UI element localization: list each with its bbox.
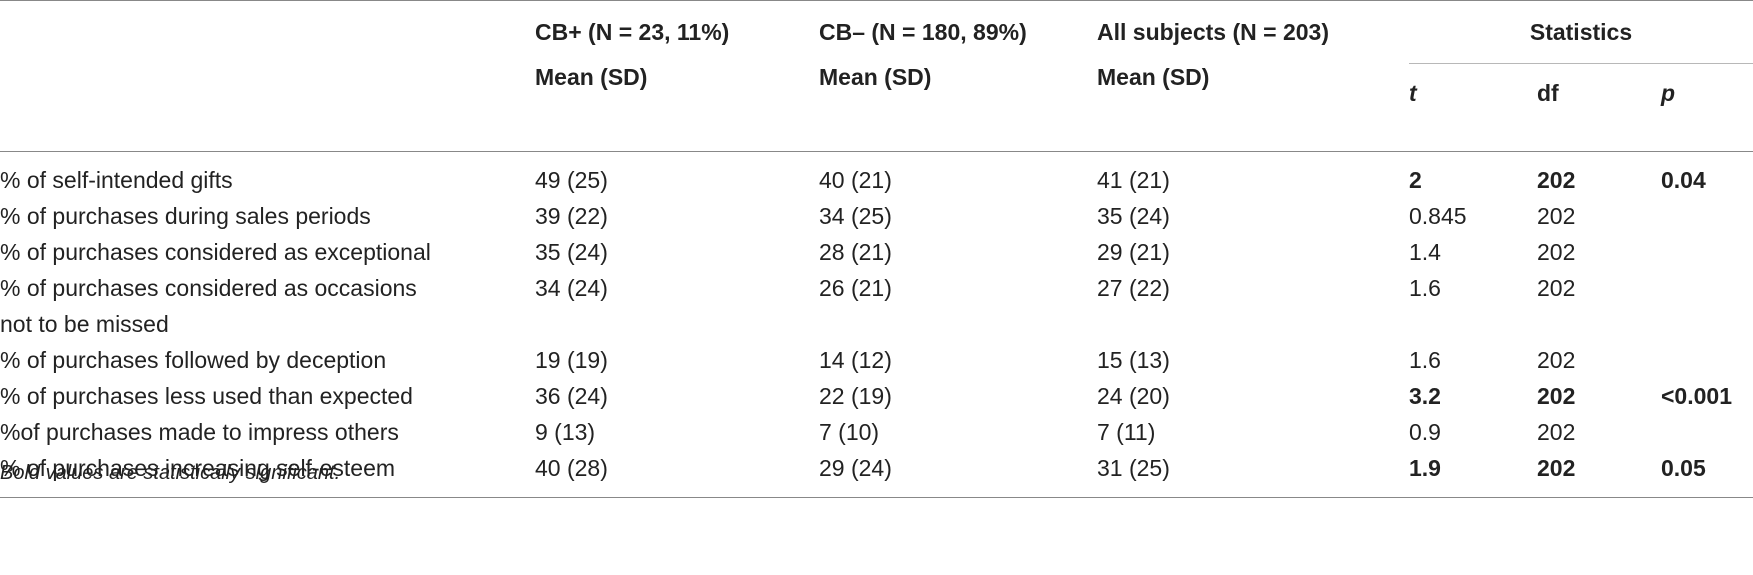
row-label: % of purchases during sales periods (0, 203, 371, 229)
table-footnote: Bold values are statistically significan… (0, 462, 341, 484)
table-row: % of purchases increasing self-esteem 40… (0, 453, 1753, 498)
table-row: % of purchases considered as occasions 3… (0, 273, 1753, 309)
cell-p: <0.001 (1661, 383, 1732, 409)
cell-df: 202 (1537, 419, 1576, 445)
cell-t: 0.845 (1409, 203, 1467, 229)
header-p: p (1661, 63, 1753, 152)
header-t: t (1409, 63, 1537, 152)
table-header: CB+ (N = 23, 11%) CB– (N = 180, 89%) All… (0, 0, 1753, 152)
cell-all: 15 (13) (1097, 347, 1170, 373)
row-label: %of purchases made to impress others (0, 419, 399, 445)
row-label-continuation: not to be missed (0, 311, 169, 337)
cell-df: 202 (1537, 203, 1576, 229)
cell-df: 202 (1537, 453, 1661, 498)
cell-p (1661, 237, 1753, 273)
cell-t: 1.4 (1409, 239, 1441, 265)
header-all-subjects: All subjects (N = 203) (1097, 19, 1329, 45)
cell-cb-plus: 49 (25) (535, 167, 608, 193)
cell-t: 1.9 (1409, 453, 1537, 498)
cell-t: 1.6 (1409, 275, 1441, 301)
cell-cb-plus: 40 (28) (535, 453, 819, 498)
table-row: % of purchases less used than expected 3… (0, 381, 1753, 417)
header-blank-2 (0, 63, 535, 152)
table-row: % of self-intended gifts 49 (25) 40 (21)… (0, 152, 1753, 202)
header-blank (0, 1, 535, 64)
table-row: % of purchases followed by deception 19 … (0, 345, 1753, 381)
header-mean-sd-3: Mean (SD) (1097, 63, 1409, 152)
row-label: % of purchases followed by deception (0, 347, 387, 373)
header-cb-plus: CB+ (N = 23, 11%) (535, 19, 730, 45)
cell-t: 1.6 (1409, 347, 1441, 373)
cell-p (1661, 273, 1753, 309)
cell-t: 3.2 (1409, 383, 1441, 409)
cell-cb-plus: 9 (13) (535, 419, 596, 445)
cell-all: 41 (21) (1097, 167, 1170, 193)
results-table: CB+ (N = 23, 11%) CB– (N = 180, 89%) All… (0, 0, 1753, 498)
table-body: % of self-intended gifts 49 (25) 40 (21)… (0, 152, 1753, 498)
cell-t: 0.9 (1409, 419, 1441, 445)
cell-all: 31 (25) (1097, 453, 1409, 498)
cell-cb-plus: 19 (19) (535, 347, 608, 373)
cell-cb-minus: 34 (25) (819, 203, 892, 229)
cell-df: 202 (1537, 167, 1576, 193)
row-label: % of purchases increasing self-esteem (0, 453, 535, 498)
cell-df: 202 (1537, 383, 1576, 409)
row-label: % of purchases considered as occasions (0, 275, 417, 301)
cell-cb-minus: 28 (21) (819, 239, 892, 265)
cell-cb-plus: 35 (24) (535, 239, 608, 265)
table-row: % of purchases during sales periods 39 (… (0, 201, 1753, 237)
header-statistics: Statistics (1409, 0, 1753, 64)
cell-p (1661, 201, 1753, 237)
cell-cb-minus: 7 (10) (819, 419, 880, 445)
cell-all: 27 (22) (1097, 275, 1170, 301)
row-label: % of self-intended gifts (0, 167, 233, 193)
cell-all: 29 (21) (1097, 239, 1170, 265)
header-df: df (1537, 63, 1661, 152)
cell-all: 7 (11) (1097, 419, 1156, 445)
cell-cb-minus: 40 (21) (819, 167, 892, 193)
cell-cb-plus: 39 (22) (535, 203, 608, 229)
cell-cb-minus: 26 (21) (819, 275, 892, 301)
cell-df: 202 (1537, 239, 1576, 265)
cell-df: 202 (1537, 275, 1576, 301)
cell-df: 202 (1537, 347, 1576, 373)
cell-t: 2 (1409, 167, 1422, 193)
cell-cb-plus: 36 (24) (535, 383, 608, 409)
row-label: % of purchases less used than expected (0, 383, 413, 409)
cell-cb-minus: 22 (19) (819, 383, 892, 409)
cell-p: 0.04 (1661, 167, 1706, 193)
cell-p (1661, 417, 1753, 453)
table-row-continuation: not to be missed (0, 309, 1753, 345)
table-row: % of purchases considered as exceptional… (0, 237, 1753, 273)
cell-all: 24 (20) (1097, 383, 1170, 409)
cell-p: 0.05 (1661, 453, 1753, 498)
cell-cb-minus: 29 (24) (819, 453, 1097, 498)
cell-all: 35 (24) (1097, 203, 1170, 229)
header-mean-sd-2: Mean (SD) (819, 63, 1097, 152)
row-label: % of purchases considered as exceptional (0, 239, 431, 265)
table-row: %of purchases made to impress others 9 (… (0, 417, 1753, 453)
header-mean-sd-1: Mean (SD) (535, 63, 819, 152)
cell-cb-plus: 34 (24) (535, 275, 608, 301)
header-cb-minus: CB– (N = 180, 89%) (819, 19, 1027, 45)
cell-p (1661, 345, 1753, 381)
cell-cb-minus: 14 (12) (819, 347, 892, 373)
